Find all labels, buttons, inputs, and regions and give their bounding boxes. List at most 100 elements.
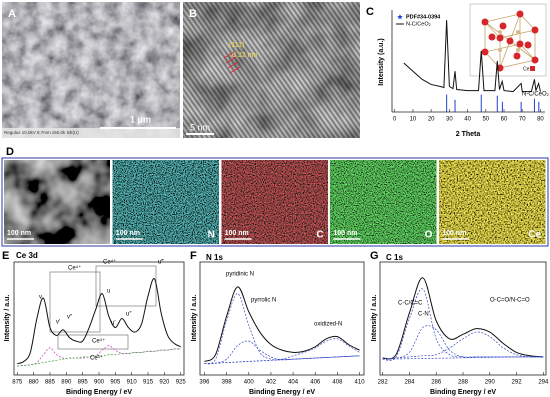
- x-tick-label: 292: [512, 380, 523, 386]
- spectrum-line: [204, 355, 360, 365]
- eds-map: [4, 160, 110, 244]
- crystal-inset: [469, 3, 547, 77]
- spectrum-line: [17, 278, 181, 365]
- scale-label: 5 nm: [190, 122, 210, 132]
- spectrum-line: [204, 293, 360, 365]
- info-bar: [2, 128, 180, 138]
- spectrum-line: [204, 286, 360, 362]
- y-axis-label: Intensity / a.u.: [4, 295, 11, 342]
- spacing-marks: [223, 51, 241, 74]
- panel-label: C: [366, 6, 374, 18]
- element-label: C: [316, 230, 323, 241]
- x-tick-label: 398: [222, 380, 233, 386]
- x-tick-label: 80: [537, 117, 544, 123]
- x-tick-label: 890: [61, 380, 72, 386]
- x-tick-label: 10: [410, 117, 417, 123]
- inset-label: Ce: [523, 66, 530, 72]
- scale-label: 100 nm: [333, 230, 357, 237]
- scale-label: 1 μm: [130, 114, 151, 124]
- y-axis-label: Intensity (a.u.): [378, 38, 385, 85]
- scale-label: 100 nm: [225, 230, 249, 237]
- annotation: Ce⁴⁺: [103, 259, 116, 266]
- x-tick-label: 284: [404, 380, 415, 386]
- x-tick-label: 50: [482, 117, 489, 123]
- annotation: u″: [126, 312, 132, 318]
- x-tick-label: 905: [110, 380, 121, 386]
- spectrum-line: [403, 20, 541, 93]
- spectrum-line: [17, 348, 181, 367]
- annotation: v: [39, 295, 42, 301]
- annotation: pyridinic N: [226, 272, 254, 278]
- panel-label: B: [189, 8, 197, 20]
- spectrum-line: [382, 331, 544, 360]
- annotation: v′: [56, 320, 61, 326]
- plot-frame: [379, 261, 547, 376]
- x-tick-label: 60: [501, 117, 508, 123]
- eds-map: [112, 160, 219, 244]
- x-tick-label: 40: [464, 117, 471, 123]
- lattice-fringes: [183, 2, 360, 138]
- x-axis-label: Binding Energy / eV: [66, 389, 132, 396]
- annotation: O-C=O/N-C=O: [490, 298, 530, 304]
- x-tick-label: 915: [143, 380, 154, 386]
- sem-info: Regulus 10.0kV 8.7mm x50.0k SE(U): [4, 130, 79, 135]
- scale-label: 100 nm: [7, 230, 31, 237]
- x-tick-label: 408: [332, 380, 343, 386]
- panel-label: F: [190, 250, 197, 262]
- eds-map: [330, 160, 437, 244]
- panel-label: E: [2, 250, 9, 262]
- x-tick-label: 402: [266, 380, 277, 386]
- annotation: u′: [111, 321, 116, 327]
- element-label: N: [208, 230, 215, 241]
- y-axis-label: Intensity / a.u.: [191, 295, 198, 342]
- panel-label: D: [6, 146, 14, 158]
- eds-map: [221, 160, 328, 244]
- element-label: O: [425, 230, 433, 241]
- x-tick-label: 294: [538, 380, 549, 386]
- panel-title: N 1s: [206, 253, 223, 262]
- annotation: oxidized-N: [314, 322, 342, 328]
- x-tick-label: 880: [29, 380, 40, 386]
- annotation: u‴: [158, 260, 164, 266]
- plane-label: (111): [229, 42, 244, 49]
- x-tick-label: 410: [355, 380, 366, 386]
- annotation: C-C/C=C: [398, 301, 423, 307]
- x-tick-label: 288: [458, 380, 469, 386]
- bracket-boxes: [49, 265, 157, 350]
- spectrum-line: [204, 340, 360, 365]
- x-tick-label: 875: [12, 380, 23, 386]
- panel-label: A: [8, 8, 16, 20]
- annotation: pyrrolic N: [251, 298, 276, 304]
- x-tick-label: 406: [310, 380, 321, 386]
- spacing-label: 0.32 nm: [232, 52, 257, 59]
- annotation: u: [107, 289, 110, 295]
- map-frame: [1, 157, 549, 247]
- sem-image: [2, 2, 180, 138]
- legend-marker: [397, 14, 403, 20]
- x-tick-label: 925: [176, 380, 187, 386]
- x-tick-label: 396: [199, 380, 210, 386]
- element-label: Ce: [528, 230, 541, 241]
- legend-label: N-C/CeO₂: [406, 21, 431, 27]
- x-axis-label: Binding Energy / eV: [430, 389, 496, 396]
- spectrum-line: [382, 356, 544, 360]
- annotation: Ce³⁺: [90, 355, 103, 362]
- annotation: Ce⁴⁺: [68, 265, 81, 272]
- annotation: v″: [67, 315, 73, 321]
- panel-title: C 1s: [386, 253, 403, 262]
- x-tick-label: 70: [519, 117, 526, 123]
- x-tick-label: 910: [127, 380, 138, 386]
- x-tick-label: 286: [431, 380, 442, 386]
- panel-title: Ce 3d: [16, 251, 38, 260]
- x-axis-label: Binding Energy / eV: [249, 389, 315, 396]
- spectrum-line: [382, 325, 544, 360]
- scale-label: 100 nm: [442, 230, 466, 237]
- plot-frame: [199, 261, 365, 376]
- x-tick-label: 282: [378, 380, 389, 386]
- annotation: C-N: [418, 312, 429, 318]
- spectrum-line: [382, 277, 544, 360]
- x-axis-label: 2 Theta: [456, 131, 481, 138]
- x-tick-label: 20: [428, 117, 435, 123]
- scale-label: 100 nm: [116, 230, 140, 237]
- panel-label: G: [370, 250, 379, 262]
